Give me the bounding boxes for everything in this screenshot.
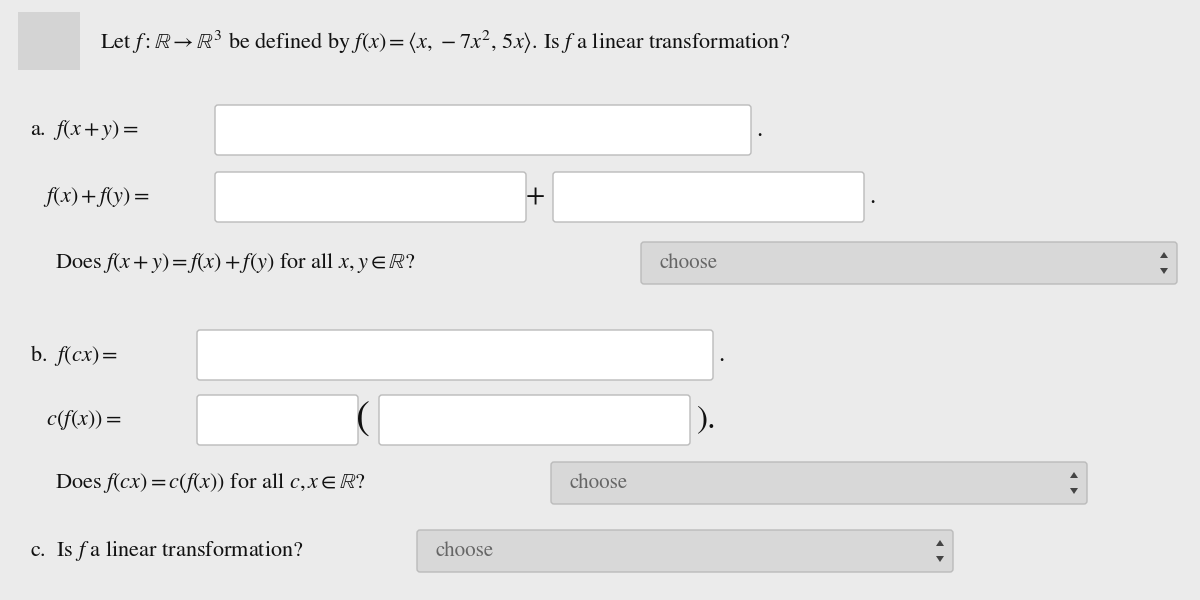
FancyBboxPatch shape bbox=[197, 395, 358, 445]
Polygon shape bbox=[1070, 472, 1078, 478]
FancyBboxPatch shape bbox=[379, 395, 690, 445]
Text: $c(f(x)) =$: $c(f(x)) =$ bbox=[30, 408, 121, 432]
Polygon shape bbox=[1160, 252, 1168, 258]
FancyBboxPatch shape bbox=[418, 530, 953, 572]
FancyBboxPatch shape bbox=[553, 172, 864, 222]
Text: b.  $f(cx) =$: b. $f(cx) =$ bbox=[30, 343, 118, 367]
FancyBboxPatch shape bbox=[18, 12, 80, 70]
Text: a.  $f(x + y) =$: a. $f(x + y) =$ bbox=[30, 118, 138, 142]
Text: (: ( bbox=[356, 401, 370, 439]
Text: choose: choose bbox=[570, 473, 628, 493]
Text: .: . bbox=[756, 118, 762, 142]
Polygon shape bbox=[936, 540, 944, 546]
FancyBboxPatch shape bbox=[215, 172, 526, 222]
Text: Let $f : \mathbb{R} \to \mathbb{R}^3$ be defined by $f(x) = \langle x,\,-7x^2,\,: Let $f : \mathbb{R} \to \mathbb{R}^3$ be… bbox=[100, 28, 790, 56]
Text: Does $f(cx) = c(f(x))$ for all $c, x \in \mathbb{R}$?: Does $f(cx) = c(f(x))$ for all $c, x \in… bbox=[55, 471, 366, 495]
FancyBboxPatch shape bbox=[197, 330, 713, 380]
FancyBboxPatch shape bbox=[641, 242, 1177, 284]
Polygon shape bbox=[1070, 488, 1078, 494]
Text: .: . bbox=[718, 343, 725, 367]
FancyBboxPatch shape bbox=[215, 105, 751, 155]
Text: .: . bbox=[869, 185, 875, 209]
Text: choose: choose bbox=[660, 253, 718, 273]
Text: ).: ). bbox=[696, 406, 715, 434]
Polygon shape bbox=[1160, 268, 1168, 274]
Text: Does $f(x + y) = f(x) + f(y)$ for all $x, y \in \mathbb{R}$?: Does $f(x + y) = f(x) + f(y)$ for all $x… bbox=[55, 251, 415, 275]
Polygon shape bbox=[936, 556, 944, 562]
Text: +: + bbox=[526, 184, 545, 209]
FancyBboxPatch shape bbox=[551, 462, 1087, 504]
Text: $f(x) + f(y) =$: $f(x) + f(y) =$ bbox=[30, 185, 150, 209]
Text: c.  Is $f$ a linear transformation?: c. Is $f$ a linear transformation? bbox=[30, 539, 304, 563]
Text: choose: choose bbox=[436, 541, 494, 561]
